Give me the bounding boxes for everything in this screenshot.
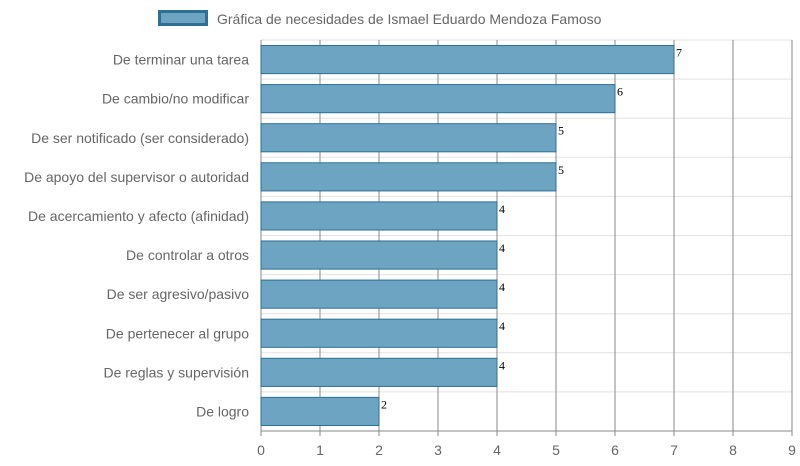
bar	[260, 44, 675, 75]
value-label: 4	[499, 202, 505, 216]
value-label: 7	[676, 45, 682, 59]
value-label: 5	[558, 163, 564, 177]
bar	[260, 396, 380, 427]
value-label: 4	[499, 319, 505, 333]
category-label: De ser agresivo/pasivo	[107, 286, 250, 302]
category-label: De acercamiento y afecto (afinidad)	[28, 208, 249, 224]
x-tick-label: 8	[729, 442, 737, 458]
value-label: 5	[558, 124, 564, 138]
x-tick-label: 7	[670, 442, 678, 458]
legend-label[interactable]: Gráfica de necesidades de Ismael Eduardo…	[217, 11, 602, 27]
category-label: De terminar una tarea	[113, 52, 249, 68]
bar	[260, 279, 498, 309]
x-tick-label: 0	[257, 442, 265, 458]
x-tick-label: 4	[493, 442, 501, 458]
value-label: 4	[499, 241, 505, 255]
category-label: De apoyo del supervisor o autoridad	[24, 169, 249, 185]
x-tick-label: 1	[316, 442, 324, 458]
x-tick-label: 5	[552, 442, 560, 458]
x-tick-label: 9	[788, 442, 796, 458]
x-tick-label: 2	[375, 442, 383, 458]
category-label: De cambio/no modificar	[102, 91, 249, 107]
bar	[260, 357, 498, 387]
value-label: 4	[499, 358, 505, 372]
bar	[260, 123, 557, 153]
category-label: De controlar a otros	[126, 247, 249, 263]
bar	[260, 240, 498, 270]
bar	[260, 318, 498, 348]
legend-swatch[interactable]	[158, 10, 208, 26]
bar	[260, 84, 616, 114]
category-label: De ser notificado (ser considerado)	[31, 130, 249, 146]
value-label: 4	[499, 280, 505, 294]
bar	[260, 162, 557, 192]
x-tick-label: 3	[434, 442, 442, 458]
category-label: De pertenecer al grupo	[106, 325, 249, 341]
bar	[260, 201, 498, 231]
x-tick-label: 6	[611, 442, 619, 458]
category-label: De logro	[196, 403, 249, 419]
value-label: 2	[381, 397, 387, 411]
category-label: De reglas y supervisión	[103, 364, 249, 380]
value-label: 6	[617, 85, 623, 99]
